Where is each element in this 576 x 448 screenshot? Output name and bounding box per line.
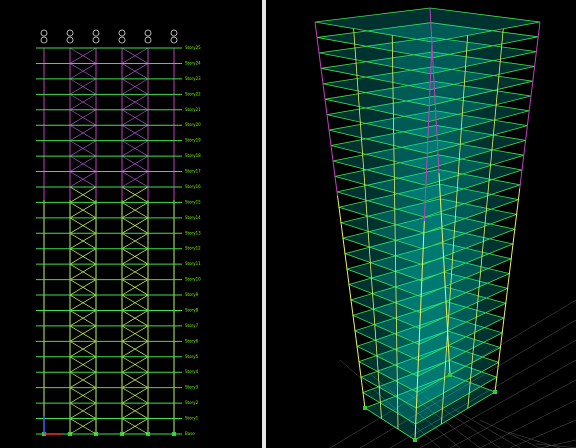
story-label: Story20	[185, 122, 201, 127]
story-label: Story16	[185, 184, 201, 189]
story-label: Story13	[185, 230, 201, 235]
support	[448, 373, 452, 377]
story-label: Story4	[185, 369, 199, 374]
support	[363, 406, 367, 410]
story-label: Story9	[185, 292, 199, 297]
screenshot: Story25 Story24 Story23 Story22 Story21 Story…	[0, 0, 576, 448]
story-label: Story5	[185, 354, 199, 359]
story-label: Base	[185, 431, 195, 436]
story-label: Story15	[185, 199, 201, 204]
model-views: Story25 Story24 Story23 Story22 Story21 Story…	[0, 0, 576, 448]
story-label: Story23	[185, 76, 201, 81]
panel-divider	[262, 0, 266, 448]
support	[493, 390, 497, 394]
story-label: Story17	[185, 169, 201, 174]
story-label: Story1	[185, 416, 199, 421]
story-label: Story11	[185, 261, 201, 266]
story-label: Story6	[185, 338, 199, 343]
story-label: Story14	[185, 215, 201, 220]
story-label: Story8	[185, 307, 199, 312]
story-label: Story7	[185, 323, 199, 328]
story-label: Story10	[185, 277, 201, 282]
story-label: Story24	[185, 60, 201, 65]
support	[413, 438, 417, 442]
story-label: Story21	[185, 107, 201, 112]
story-label: Story22	[185, 91, 201, 96]
elevation-panel	[0, 0, 262, 448]
story-label: Story3	[185, 385, 199, 390]
story-label: Story25	[185, 45, 201, 50]
story-label: Story18	[185, 153, 201, 158]
story-label: Story2	[185, 400, 199, 405]
story-label: Story12	[185, 246, 201, 251]
story-label: Story19	[185, 138, 201, 143]
